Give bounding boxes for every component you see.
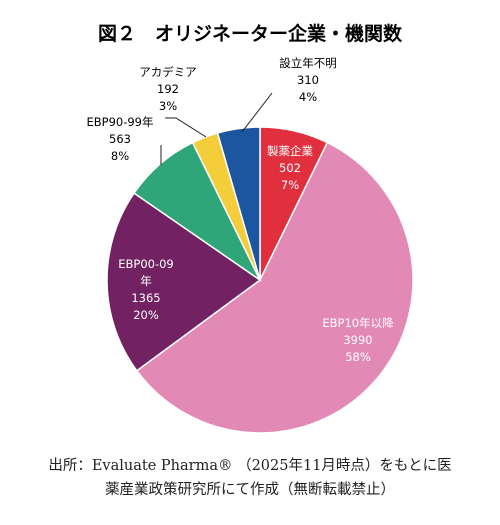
pie-slice-2-ebp10: [135, 141, 414, 434]
slice-label-unknown-name: 設立年不明: [279, 56, 337, 70]
slice-label-academia-value: 192: [157, 82, 179, 96]
slice-label-ebp10-value: 3990: [343, 333, 372, 347]
slice-label-ebp90-name: EBP90-99年: [86, 115, 153, 129]
slice-label-ebp00-pct: 20%: [133, 308, 159, 322]
slice-label-pharma-pct: 7%: [281, 178, 299, 192]
slice-label-ebp10-pct: 58%: [345, 350, 371, 364]
slice-label-pharma-name: 製薬企業: [267, 144, 313, 158]
slice-label-ebp90-pct: 8%: [111, 149, 129, 163]
pie-slice-3-ebp00-09: [106, 192, 262, 372]
slice-label-ebp90-value: 563: [109, 132, 131, 146]
slice-label-ebp00-value: 1365: [131, 291, 160, 305]
chart-title: 図２ オリジネーター企業・機関数: [98, 22, 403, 45]
leader-line-unknown: [241, 92, 273, 133]
slice-label-academia-name: アカデミア: [139, 65, 197, 79]
leader-line-academia: [165, 117, 207, 138]
slice-label-pharma-value: 502: [279, 161, 301, 175]
slice-label-unknown-pct: 4%: [299, 90, 317, 104]
slice-label-ebp10-name: EBP10年以降: [322, 316, 394, 330]
slice-label-unknown-value: 310: [297, 73, 319, 87]
slice-label-ebp00-line2: 年: [140, 274, 152, 288]
leader-lines: [160, 92, 273, 165]
source-note-line1: 出所：Evaluate Pharma® （2025年11月時点）をもとに医: [48, 457, 451, 474]
slice-label-ebp00-line1: EBP00-09: [118, 257, 174, 271]
slice-label-academia-pct: 3%: [159, 99, 177, 113]
source-note-line2: 薬産業政策研究所にて作成（無断転載禁止）: [105, 481, 395, 498]
pie-slice-6-slice: [216, 126, 261, 281]
pie-slices: [106, 126, 414, 434]
